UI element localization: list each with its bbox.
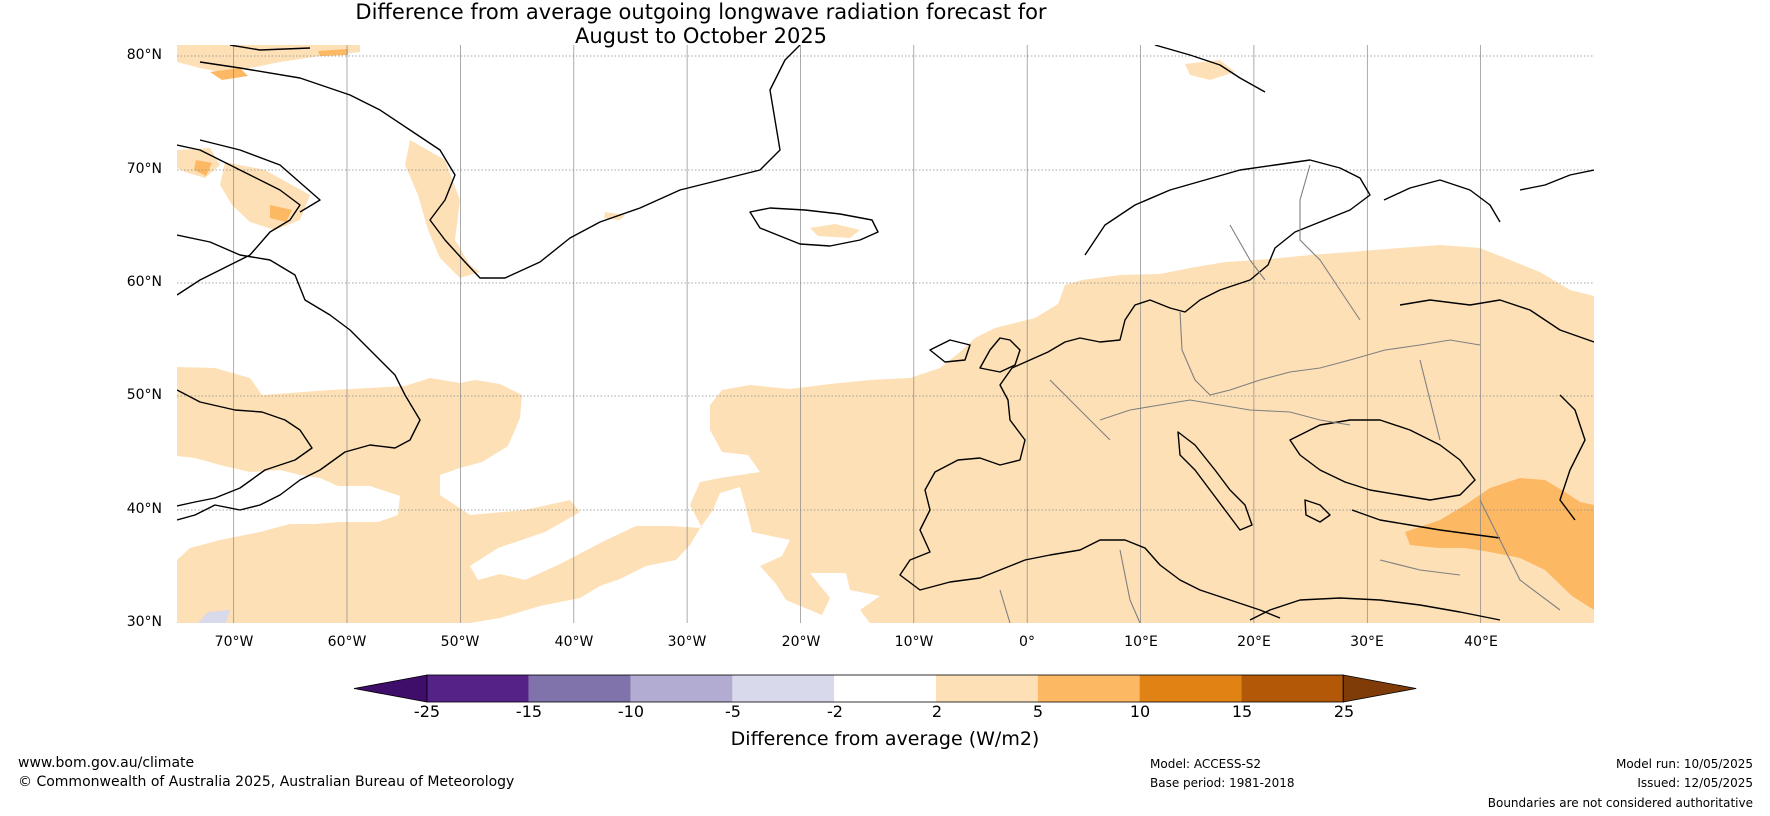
colorbar-tick: 10 — [1129, 702, 1151, 721]
lon-label: 30°W — [667, 634, 707, 650]
map-title-line1: Difference from average outgoing longwav… — [355, 0, 1047, 24]
lon-label: 70°W — [214, 634, 254, 650]
website-link[interactable]: www.bom.gov.au/climate — [18, 755, 195, 771]
model-run-date: Model run: 10/05/2025 — [1615, 757, 1753, 771]
colorbar-tick: 15 — [1231, 702, 1253, 721]
greenland-coastline — [199, 45, 801, 279]
map-title: Difference from average outgoing longwav… — [0, 0, 1402, 48]
issued-date: Issued: 12/05/2025 — [1637, 776, 1753, 790]
boundaries-disclaimer: Boundaries are not considered authoritat… — [1487, 796, 1753, 810]
lon-label: 10°W — [894, 634, 934, 650]
colorbar-tick: -5 — [725, 702, 741, 721]
base-period: Base period: 1981-2018 — [1150, 776, 1295, 790]
lat-label: 70°N — [126, 161, 162, 177]
southwest-weak-negative-patch — [198, 610, 230, 623]
lat-label: 80°N — [126, 47, 162, 63]
lon-label: 20°W — [781, 634, 821, 650]
colorbar-tick: -15 — [515, 702, 543, 721]
colorbar-tick: -25 — [413, 702, 441, 721]
colorbar-tick: 5 — [1032, 702, 1044, 721]
colorbar-tick: -10 — [617, 702, 645, 721]
colorbar-tick: 25 — [1333, 702, 1355, 721]
lat-label: 60°N — [126, 274, 162, 290]
lon-label: 40°E — [1464, 634, 1498, 650]
lon-label: 30°E — [1350, 634, 1384, 650]
iceland-coastline — [749, 207, 879, 247]
lon-label: 60°W — [327, 634, 367, 650]
middle-east-anomaly — [1405, 478, 1594, 610]
lon-label: 40°W — [554, 634, 594, 650]
copyright-text: © Commonwealth of Australia 2025, Austra… — [18, 774, 515, 790]
lat-label: 30°N — [126, 614, 162, 630]
colorbar-title: Difference from average (W/m2) — [730, 728, 1040, 750]
colorbar-tick: -2 — [827, 702, 843, 721]
map-title-line2: August to October 2025 — [574, 24, 828, 48]
europe-coastline — [1154, 45, 1266, 93]
colorbar-tick: 2 — [931, 702, 943, 721]
north-america-coastline — [177, 144, 301, 296]
lon-label: 10°E — [1124, 634, 1158, 650]
lon-label: 0° — [1019, 634, 1035, 650]
lon-label: 20°E — [1237, 634, 1271, 650]
north-atlantic-europe-anomaly — [177, 245, 1594, 623]
graticule — [177, 45, 1594, 623]
lat-label: 40°N — [126, 501, 162, 517]
country-borders — [1179, 311, 1481, 396]
model-name: Model: ACCESS-S2 — [1150, 757, 1262, 771]
lat-label: 50°N — [126, 387, 162, 403]
lon-label: 50°W — [440, 634, 480, 650]
